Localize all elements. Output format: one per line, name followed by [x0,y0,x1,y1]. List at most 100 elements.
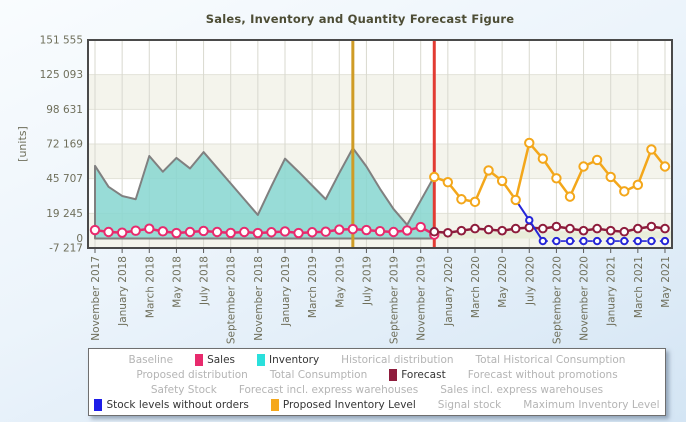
y-axis-label: [units] [16,126,29,162]
data-point-sales [347,223,359,235]
legend-item-inventory[interactable]: Inventory [257,353,319,366]
legend-label: Stock levels without orders [106,398,249,411]
data-point-forecast [551,221,562,232]
data-point-sales [252,227,264,239]
data-point-stock-levels-without-orders [538,236,548,246]
chart-title: Sales, Inventory and Quantity Forecast F… [205,12,515,26]
data-point-proposed-inventory-level [469,196,481,208]
plot-band [88,40,672,75]
data-point-sales [415,221,426,233]
data-point-proposed-inventory-level [551,173,562,184]
data-point-sales [401,225,413,236]
legend-item-signal-stock[interactable]: Signal stock [438,399,501,411]
data-point-proposed-inventory-level [524,137,535,149]
legend-item-total-consumption[interactable]: Total Consumption [270,369,367,381]
x-tick-label: November 2018 [253,256,265,341]
series-inventory [94,147,436,240]
x-tick-label: March 2018 [144,256,156,318]
plot-band [88,109,672,144]
legend-label: Forecast without promotions [467,368,618,381]
plot-canvas: November 2017 January 2018 March 2018 May 2… [16,35,673,344]
legend-label: Safety Stock [150,383,217,396]
x-tick-label: November 2019 [416,256,428,341]
data-point-proposed-inventory-level [591,154,603,166]
y-tick-label: 125 093 [40,69,83,81]
data-point-forecast [592,223,602,234]
legend-swatch [94,398,103,411]
y-tick-label: 72 169 [46,139,83,151]
data-point-proposed-inventory-level [564,191,576,202]
legend-item-forecast-incl-express-warehouses[interactable]: Forecast incl. express warehouses [239,384,418,396]
legend-item-maximum-inventory-level[interactable]: Maximum Inventory Level [523,399,659,411]
x-tick-label: January 2018 [117,256,129,327]
legend-item-proposed-inventory-level[interactable]: Proposed Inventory Level [270,398,416,411]
data-point-forecast [429,226,440,237]
y-tick-label: 45 707 [46,173,83,185]
x-tick-label: January 2020 [443,256,455,327]
data-point-stock-levels-without-orders [592,236,602,246]
data-point-sales [144,223,155,234]
x-tick-label: September 2019 [389,256,401,344]
x-tick-label: September 2020 [551,256,563,344]
x-tick-label: September 2018 [226,256,238,344]
data-point-proposed-inventory-level [578,161,589,172]
data-point-sales [116,227,128,238]
data-point-proposed-inventory-level [483,165,494,176]
legend: Baseline Sales Inventory Historical distrib… [88,348,666,416]
legend-item-sales-incl-express-warehouses[interactable]: Sales incl. express warehouses [440,384,603,396]
x-tick-label: July 2018 [199,256,211,306]
data-point-sales [320,226,331,237]
data-point-proposed-inventory-level [646,144,657,155]
legend-item-forecast[interactable]: Forecast [389,368,446,381]
data-point-sales [388,226,399,238]
legend-swatch [257,353,266,366]
data-point-forecast [646,221,657,232]
legend-item-sales[interactable]: Sales [195,353,235,366]
data-point-sales [198,225,209,237]
legend-item-safety-stock[interactable]: Safety Stock [151,384,217,396]
legend-item-historical-distribution[interactable]: Historical distribution [341,354,453,366]
legend-item-proposed-distribution[interactable]: Proposed distribution [136,369,248,381]
x-tick-label: November 2017 [90,256,102,341]
data-point-proposed-inventory-level [429,171,440,183]
data-point-sales [157,226,169,237]
x-tick-label: May 2020 [497,256,509,308]
data-point-sales [225,227,236,239]
data-point-proposed-inventory-level [659,161,671,172]
safety-stock-band [434,231,672,239]
legend-item-stock-levels-without-orders[interactable]: Stock levels without orders [94,398,249,411]
data-point-sales [89,224,101,236]
legend-label: Total Consumption [269,368,368,381]
data-point-proposed-inventory-level [605,171,616,183]
data-point-sales [211,226,223,238]
data-point-proposed-inventory-level [510,194,521,206]
x-tick-label: July 2019 [361,256,373,306]
data-point-proposed-inventory-level [496,175,508,187]
y-tick-label: 0 [76,233,83,245]
data-point-forecast [510,223,521,234]
data-point-stock-levels-without-orders [660,236,670,246]
data-point-proposed-inventory-level [619,186,630,197]
data-point-proposed-inventory-level [456,194,467,205]
legend-swatch [389,368,398,381]
legend-swatch [195,353,204,366]
data-point-forecast [605,225,616,236]
data-point-stock-levels-without-orders [565,236,575,246]
legend-label: Forecast [401,368,446,381]
data-point-forecast [443,227,453,238]
x-tick-label: July 2020 [524,256,536,306]
legend-label: Total Historical Consumption [475,353,626,366]
legend-item-forecast-without-promotions[interactable]: Forecast without promotions [468,369,618,381]
data-point-sales [306,227,318,238]
legend-row: Safety Stock Forecast incl. express wareh… [93,382,661,397]
x-tick-label: November 2020 [579,256,591,341]
legend-item-total-historical-consumption[interactable]: Total Historical Consumption [476,354,626,366]
legend-row: Baseline Sales Inventory Historical distrib… [93,352,661,367]
plot-border [87,39,673,249]
area-inventory [94,147,436,240]
data-point-proposed-inventory-level [442,177,454,188]
legend-item-baseline[interactable]: Baseline [129,354,174,366]
data-point-forecast [470,223,480,234]
plot-band [88,74,672,110]
